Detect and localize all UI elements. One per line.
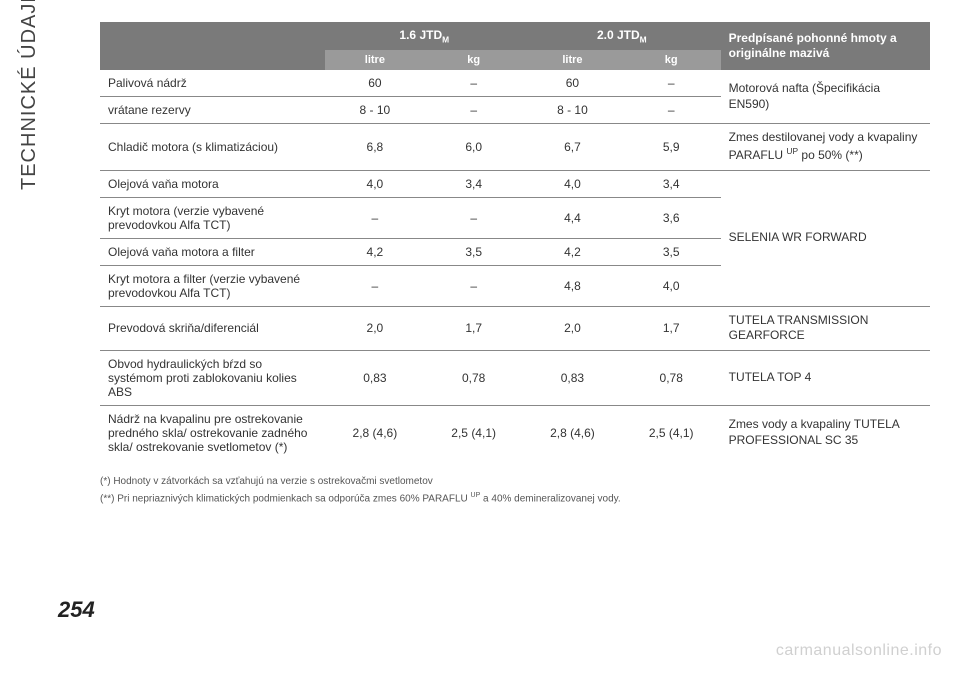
- cell: 0,78: [424, 350, 523, 405]
- cell: 3,6: [622, 197, 721, 238]
- row-desc: TUTELA TOP 4: [721, 350, 930, 405]
- cell: 3,4: [424, 170, 523, 197]
- header-engine-2: 2.0 JTDM: [523, 22, 721, 50]
- table-row: Prevodová skriňa/diferenciál 2,0 1,7 2,0…: [100, 306, 930, 350]
- cell: 8 - 10: [523, 97, 622, 124]
- cell: 4,0: [622, 265, 721, 306]
- header-desc: Predpísané pohonné hmoty a originálne ma…: [721, 22, 930, 70]
- cell: 1,7: [622, 306, 721, 350]
- table-row: Nádrž na kvapalinu pre ostrekovanie pred…: [100, 405, 930, 460]
- cell: 2,0: [523, 306, 622, 350]
- cell: 60: [523, 70, 622, 97]
- cell: 3,5: [622, 238, 721, 265]
- cell: 4,0: [523, 170, 622, 197]
- cell: 2,5 (4,1): [622, 405, 721, 460]
- cell: –: [424, 70, 523, 97]
- cell: –: [622, 97, 721, 124]
- row-desc: SELENIA WR FORWARD: [721, 170, 930, 306]
- header-litre-2: litre: [523, 50, 622, 70]
- cell: 2,8 (4,6): [523, 405, 622, 460]
- cell: 6,0: [424, 124, 523, 170]
- cell: –: [325, 265, 424, 306]
- row-label: Nádrž na kvapalinu pre ostrekovanie pred…: [100, 405, 325, 460]
- cell: –: [424, 265, 523, 306]
- table-row: Palivová nádrž 60 – 60 – Motorová nafta …: [100, 70, 930, 97]
- cell: –: [325, 197, 424, 238]
- footnote-2: (**) Pri nepriaznivých klimatických podm…: [100, 490, 930, 507]
- row-desc: Zmes destilovanej vody a kvapaliny PARAF…: [721, 124, 930, 170]
- section-label: TECHNICKÉ ÚDAJE: [18, 0, 41, 190]
- header-engine-1: 1.6 JTDM: [325, 22, 523, 50]
- cell: –: [424, 197, 523, 238]
- row-label: Olejová vaňa motora a filter: [100, 238, 325, 265]
- cell: 4,8: [523, 265, 622, 306]
- cell: 3,4: [622, 170, 721, 197]
- header-kg-1: kg: [424, 50, 523, 70]
- cell: 4,2: [523, 238, 622, 265]
- header-litre-1: litre: [325, 50, 424, 70]
- row-label: Prevodová skriňa/diferenciál: [100, 306, 325, 350]
- cell: 2,8 (4,6): [325, 405, 424, 460]
- row-desc: Motorová nafta (Špecifikácia EN590): [721, 70, 930, 124]
- cell: 0,83: [523, 350, 622, 405]
- cell: 6,7: [523, 124, 622, 170]
- cell: 2,0: [325, 306, 424, 350]
- row-desc: Zmes vody a kvapaliny TUTELA PROFESSIONA…: [721, 405, 930, 460]
- cell: 60: [325, 70, 424, 97]
- cell: 3,5: [424, 238, 523, 265]
- cell: 8 - 10: [325, 97, 424, 124]
- table-row: Obvod hydraulických bŕzd so systémom pro…: [100, 350, 930, 405]
- row-desc: TUTELA TRANSMISSION GEARFORCE: [721, 306, 930, 350]
- cell: 2,5 (4,1): [424, 405, 523, 460]
- row-label: Olejová vaňa motora: [100, 170, 325, 197]
- table-container: 1.6 JTDM 2.0 JTDM Predpísané pohonné hmo…: [100, 22, 930, 507]
- cell: 0,83: [325, 350, 424, 405]
- cell: –: [622, 70, 721, 97]
- table-row: Olejová vaňa motora 4,0 3,4 4,0 3,4 SELE…: [100, 170, 930, 197]
- cell: 4,4: [523, 197, 622, 238]
- row-label: vrátane rezervy: [100, 97, 325, 124]
- row-label: Chladič motora (s klimatizáciou): [100, 124, 325, 170]
- cell: –: [424, 97, 523, 124]
- cell: 4,2: [325, 238, 424, 265]
- header-blank: [100, 22, 325, 70]
- watermark: carmanualsonline.info: [776, 642, 942, 660]
- row-label: Kryt motora (verzie vybavené prevodovkou…: [100, 197, 325, 238]
- footnotes: (*) Hodnoty v zátvorkách sa vzťahujú na …: [100, 474, 930, 507]
- table-row: Chladič motora (s klimatizáciou) 6,8 6,0…: [100, 124, 930, 170]
- cell: 5,9: [622, 124, 721, 170]
- row-label: Palivová nádrž: [100, 70, 325, 97]
- specs-table: 1.6 JTDM 2.0 JTDM Predpísané pohonné hmo…: [100, 22, 930, 460]
- header-kg-2: kg: [622, 50, 721, 70]
- cell: 4,0: [325, 170, 424, 197]
- cell: 0,78: [622, 350, 721, 405]
- cell: 1,7: [424, 306, 523, 350]
- cell: 6,8: [325, 124, 424, 170]
- row-label: Obvod hydraulických bŕzd so systémom pro…: [100, 350, 325, 405]
- table-body: Palivová nádrž 60 – 60 – Motorová nafta …: [100, 70, 930, 459]
- footnote-1: (*) Hodnoty v zátvorkách sa vzťahujú na …: [100, 474, 930, 490]
- row-label: Kryt motora a filter (verzie vybavené pr…: [100, 265, 325, 306]
- page-number: 254: [58, 597, 95, 623]
